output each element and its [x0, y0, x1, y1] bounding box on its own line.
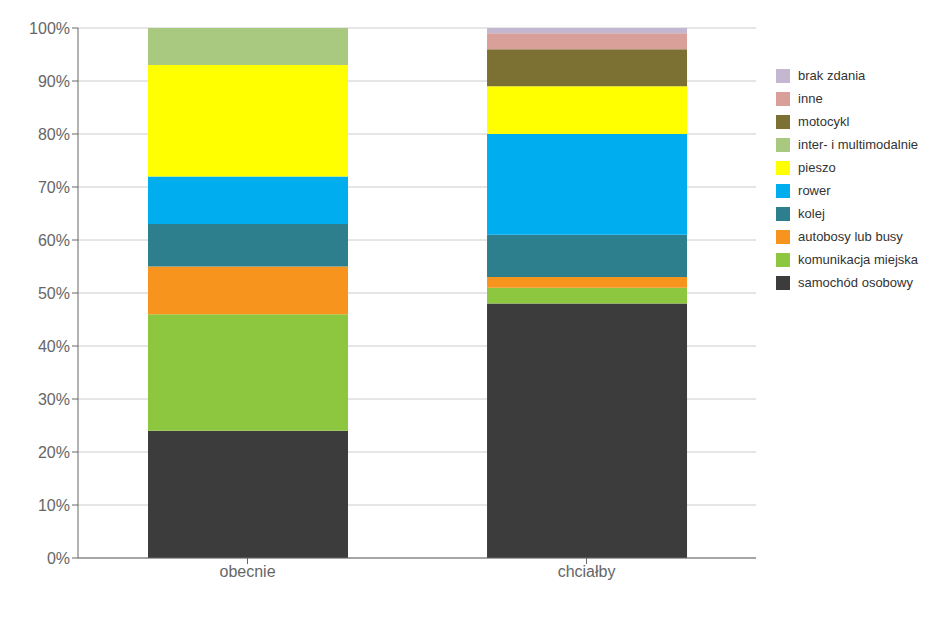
svg-text:100%: 100%: [29, 20, 70, 37]
html-text:komunikacja miejska: komunikacja miejska: [798, 252, 918, 267]
svg-text:0%: 0%: [47, 550, 70, 567]
svg-text:70%: 70%: [38, 179, 70, 196]
svg-text:80%: 80%: [38, 126, 70, 143]
svg-text:10%: 10%: [38, 497, 70, 514]
html-text:samochód osobowy: samochód osobowy: [798, 275, 913, 290]
svg-text:40%: 40%: [38, 338, 70, 355]
svg-text:30%: 30%: [38, 391, 70, 408]
svg-text:obecnie: obecnie: [219, 563, 275, 580]
html-text:autobosy lub busy: autobosy lub busy: [798, 229, 903, 244]
html-text:pieszo: pieszo: [798, 160, 836, 175]
svg-text:chciałby: chciałby: [558, 563, 616, 580]
svg-text:90%: 90%: [38, 73, 70, 90]
svg-text:20%: 20%: [38, 444, 70, 461]
html-text:rower: rower: [798, 183, 831, 198]
svg-text:60%: 60%: [38, 232, 70, 249]
html-text:brak zdania: brak zdania: [798, 68, 866, 83]
html-text:inne: inne: [798, 91, 823, 106]
html-text:motocykl: motocykl: [798, 114, 850, 129]
html-text:kolej: kolej: [798, 206, 825, 221]
html-text:inter- i multimodalnie: inter- i multimodalnie: [798, 137, 918, 152]
svg-text:50%: 50%: [38, 285, 70, 302]
